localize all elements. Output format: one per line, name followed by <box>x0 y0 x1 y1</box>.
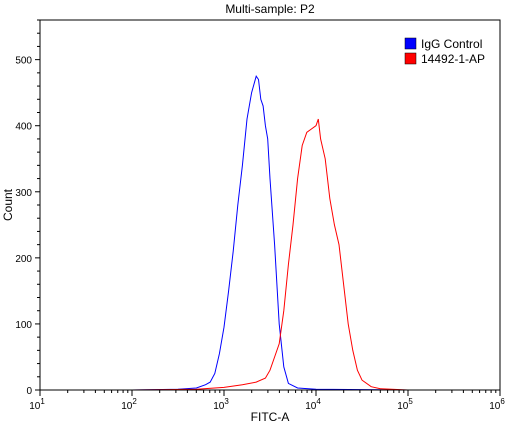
plot-frame <box>39 19 501 391</box>
series-line <box>131 118 500 391</box>
series-line <box>131 75 500 391</box>
x-tick-label: 104 <box>305 397 321 412</box>
legend-swatch <box>404 52 417 65</box>
legend-swatch <box>404 37 417 50</box>
x-axis: 101 102 103 104 105 106 <box>29 390 505 412</box>
x-tick-label: 102 <box>121 397 137 412</box>
series-layer <box>131 75 500 391</box>
y-tick-label: 500 <box>15 56 32 67</box>
y-axis: 0 100 200 300 400 500 <box>15 19 40 397</box>
legend-label: 14492-1-AP <box>421 52 485 66</box>
y-tick-label: 0 <box>26 386 32 397</box>
chart-title: Multi-sample: P2 <box>225 2 315 16</box>
y-tick-label: 200 <box>15 254 32 265</box>
y-axis-label: Count <box>1 188 15 221</box>
legend-label: IgG Control <box>421 37 482 51</box>
x-tick-label: 101 <box>29 397 45 412</box>
y-tick-label: 100 <box>15 320 32 331</box>
x-tick-label: 106 <box>489 397 505 412</box>
x-tick-label: 105 <box>397 397 413 412</box>
x-tick-label: 103 <box>213 397 229 412</box>
y-tick-label: 300 <box>15 188 32 199</box>
x-axis-label: FITC-A <box>251 410 290 424</box>
y-tick-label: 400 <box>15 122 32 133</box>
